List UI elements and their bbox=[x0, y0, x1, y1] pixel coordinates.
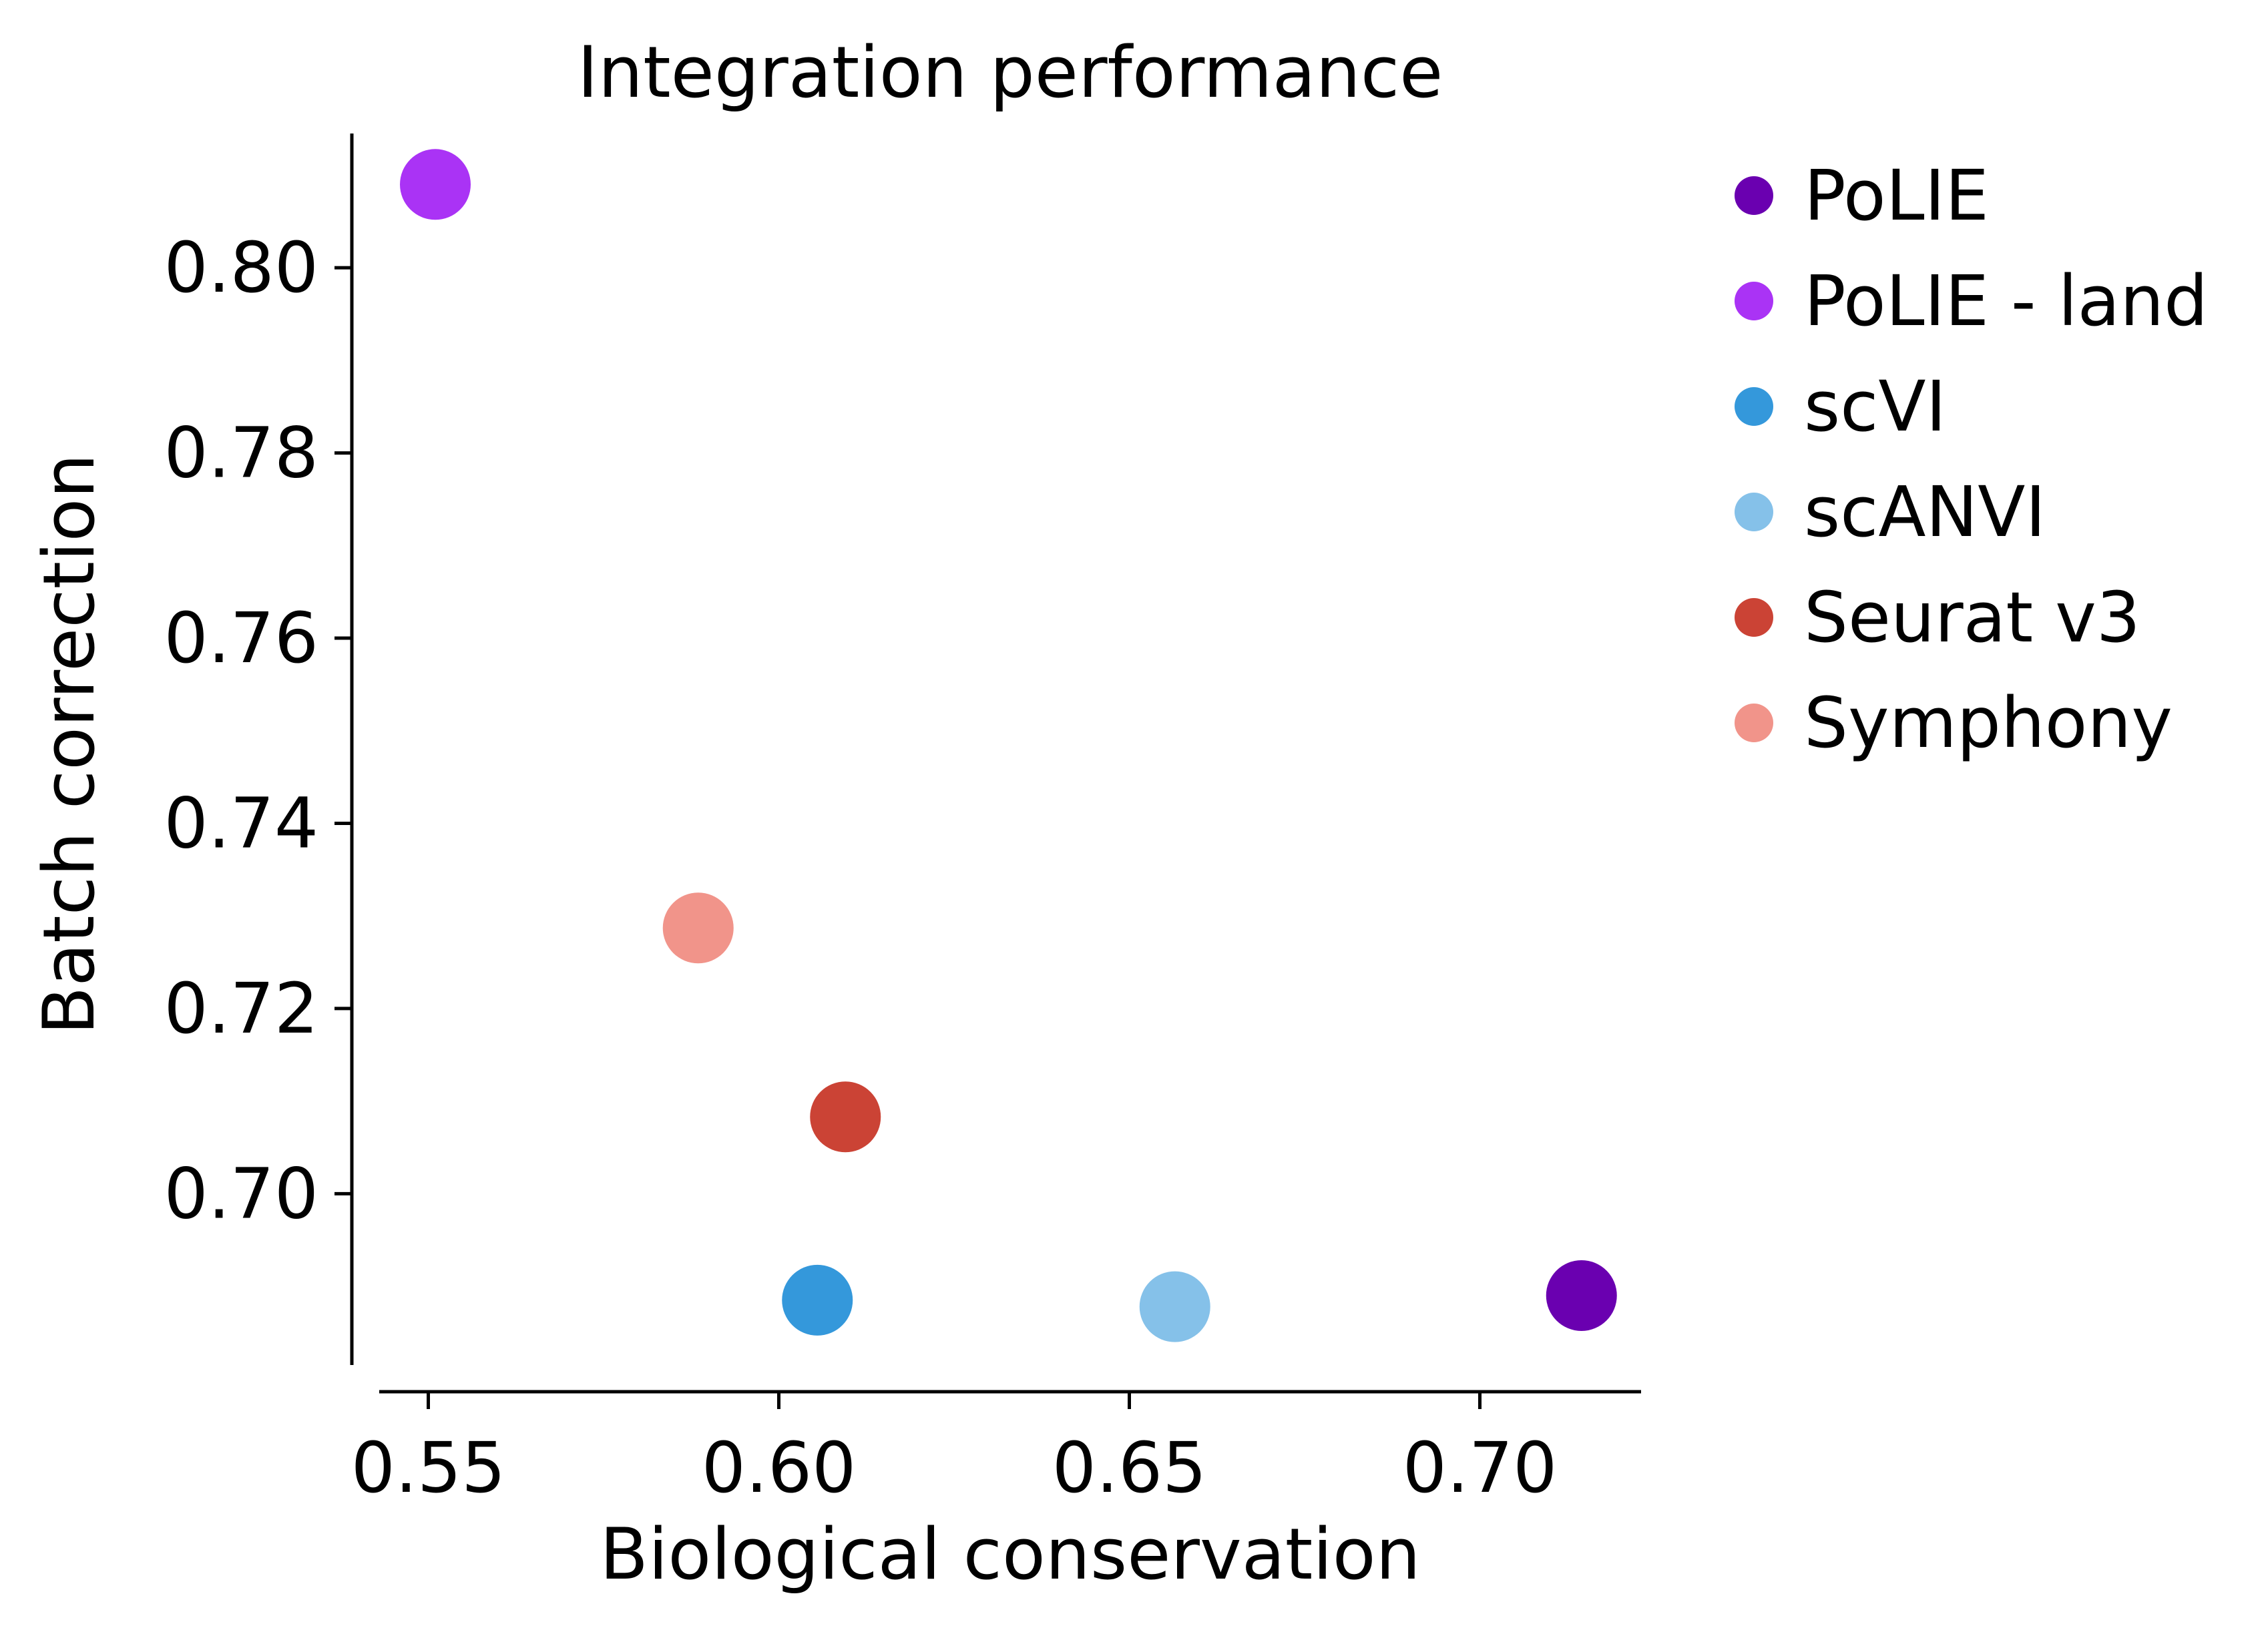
legend-marker-polie-land bbox=[1735, 282, 1773, 320]
x-axis: 0.55 0.60 0.65 0.70 bbox=[351, 1390, 1641, 1509]
y-axis: 0.70 0.72 0.74 0.76 0.78 0.80 bbox=[164, 133, 354, 1365]
legend-label-scvi: scVI bbox=[1804, 366, 1946, 447]
x-tick-label: 0.65 bbox=[1052, 1427, 1207, 1509]
point-seurat-v3 bbox=[810, 1081, 881, 1153]
legend-marker-polie bbox=[1735, 176, 1773, 215]
x-tick-label: 0.55 bbox=[351, 1427, 506, 1509]
y-tick-label: 0.70 bbox=[164, 1153, 318, 1234]
legend-label-polie: PoLIE bbox=[1804, 155, 1989, 236]
y-axis-label: Batch correction bbox=[28, 453, 110, 1035]
y-tick-label: 0.74 bbox=[164, 782, 318, 864]
legend-marker-symphony bbox=[1735, 704, 1773, 742]
point-polie-land bbox=[400, 149, 471, 220]
y-tick-label: 0.78 bbox=[164, 413, 318, 494]
data-points bbox=[400, 149, 1617, 1342]
x-tick-label: 0.70 bbox=[1403, 1427, 1558, 1509]
point-symphony bbox=[662, 892, 734, 964]
y-tick-label: 0.80 bbox=[164, 227, 318, 308]
chart-title: Integration performance bbox=[578, 31, 1443, 113]
legend-label-seurat-v3: Seurat v3 bbox=[1804, 577, 2140, 658]
x-axis-label: Biological conservation bbox=[600, 1513, 1421, 1595]
legend-label-symphony: Symphony bbox=[1804, 682, 2173, 764]
point-polie bbox=[1546, 1260, 1617, 1331]
legend-marker-scvi bbox=[1735, 387, 1773, 426]
point-scanvi bbox=[1139, 1271, 1210, 1342]
point-scvi bbox=[782, 1264, 853, 1336]
legend-label-scanvi: scANVI bbox=[1804, 471, 2046, 553]
x-tick-label: 0.60 bbox=[702, 1427, 857, 1509]
legend-marker-seurat-v3 bbox=[1735, 598, 1773, 637]
y-tick-label: 0.76 bbox=[164, 597, 318, 679]
legend: PoLIE PoLIE - land scVI scANVI Seurat v3 Symp… bbox=[1735, 155, 2208, 764]
y-tick-label: 0.72 bbox=[164, 968, 318, 1049]
legend-label-polie-land: PoLIE - land bbox=[1804, 260, 2208, 342]
legend-marker-scanvi bbox=[1735, 493, 1773, 531]
